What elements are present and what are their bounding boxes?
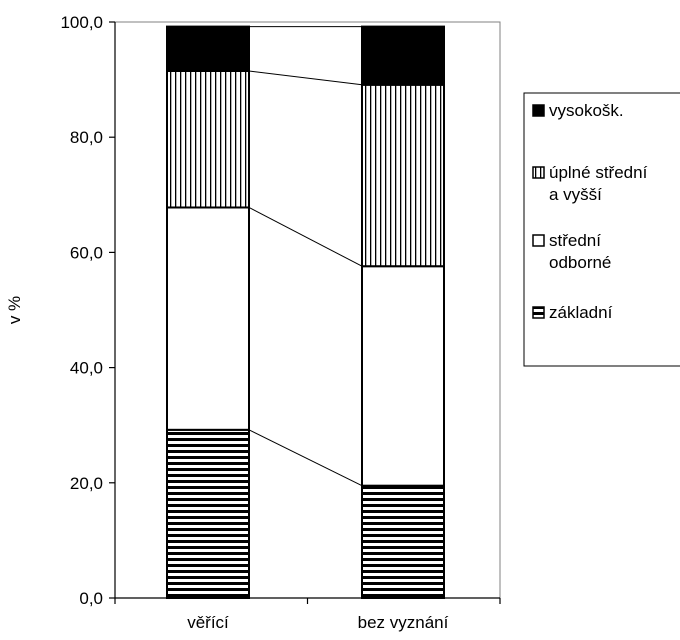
x-tick-label: bez vyznání [358, 613, 449, 632]
legend-swatch [532, 234, 545, 247]
legend-swatch [532, 166, 545, 179]
y-axis-title: v % [5, 296, 24, 324]
bar-segment [361, 265, 445, 487]
bar-segment [361, 25, 445, 86]
bar-segment [361, 484, 445, 599]
legend-swatch [532, 306, 545, 319]
series-line [248, 70, 363, 86]
legend-label: a vyšší [549, 185, 602, 204]
bar-segment [166, 69, 250, 209]
series-lines [248, 26, 363, 487]
axes: 0,0 20,0 40,0 60,0 80,0 100,0 věřící bez vyznán… [5, 13, 501, 632]
legend-label: úplné střední [549, 163, 648, 182]
y-tick-label: 60,0 [70, 243, 103, 262]
legend-label: základní [549, 303, 613, 322]
y-tick-label: 40,0 [70, 359, 103, 378]
legend-swatch [532, 104, 545, 117]
bar-segment [166, 25, 250, 72]
y-tick-label: 100,0 [60, 13, 103, 32]
bar-segment [361, 83, 445, 268]
series-line [248, 429, 363, 487]
y-tick-label: 20,0 [70, 474, 103, 493]
bar-segment [166, 428, 250, 600]
legend: vysokošk. úplné střední a vyšší střední odbo… [523, 92, 680, 367]
series-line [248, 207, 363, 267]
legend-label: vysokošk. [549, 101, 624, 120]
y-tick-label: 80,0 [70, 128, 103, 147]
y-tick-label: 0,0 [79, 589, 103, 608]
bar-segment [166, 206, 250, 431]
legend-box [523, 92, 680, 367]
legend-label: střední [549, 231, 601, 250]
x-tick-label: věřící [187, 613, 229, 632]
legend-label: odborné [549, 253, 611, 272]
